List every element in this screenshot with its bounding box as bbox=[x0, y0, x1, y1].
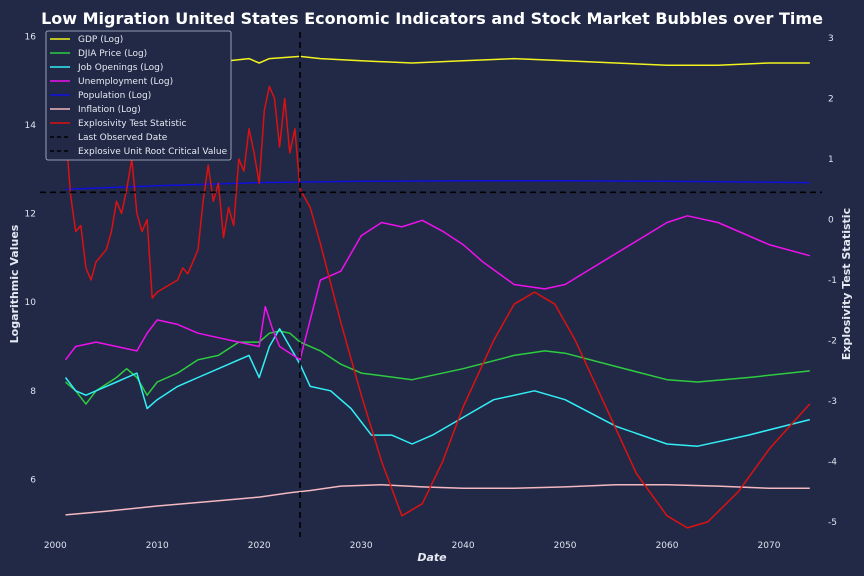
series-line-explosivity-test-statistic bbox=[64, 85, 811, 529]
legend-label: Job Openings (Log) bbox=[77, 63, 163, 73]
right-y-axis-ticks: -5 -4 -3 -2 -1 0 1 2 3 bbox=[828, 34, 837, 528]
series-line-djia-price-log bbox=[65, 330, 810, 405]
right-y-tick-label: -3 bbox=[828, 397, 837, 407]
chart-title: Low Migration United States Economic Ind… bbox=[41, 9, 823, 28]
left-y-axis-label: Logarithmic Values bbox=[8, 224, 21, 343]
x-tick-label: 2030 bbox=[350, 541, 373, 551]
right-y-tick-label: -4 bbox=[828, 457, 837, 467]
x-tick-label: 2060 bbox=[656, 541, 679, 551]
legend-label: Population (Log) bbox=[78, 91, 151, 101]
left-y-tick-label: 14 bbox=[25, 121, 37, 131]
right-y-tick-label: 1 bbox=[828, 155, 834, 165]
series-line-job-openings-log bbox=[64, 328, 810, 447]
x-tick-label: 2010 bbox=[146, 541, 169, 551]
left-y-axis-ticks: 6 8 10 12 14 16 bbox=[25, 32, 37, 485]
left-y-tick-label: 6 bbox=[30, 475, 36, 485]
legend-label: GDP (Log) bbox=[78, 35, 123, 45]
x-tick-label: 2040 bbox=[452, 541, 475, 551]
right-y-axis-label: Explosivity Test Statistic bbox=[840, 208, 853, 360]
legend: GDP (Log) DJIA Price (Log) Job Openings (L… bbox=[45, 30, 232, 161]
legend-label: Last Observed Date bbox=[78, 133, 168, 143]
left-y-tick-label: 10 bbox=[25, 298, 37, 308]
right-y-tick-label: 3 bbox=[828, 34, 834, 44]
series-line-inflation-log bbox=[65, 483, 810, 516]
legend-label: Explosivity Test Statistic bbox=[78, 119, 187, 129]
legend-label: Unemployment (Log) bbox=[78, 77, 173, 87]
series-line-population-log bbox=[65, 180, 810, 191]
legend-label: Inflation (Log) bbox=[78, 105, 141, 115]
x-axis-label: Date bbox=[417, 551, 447, 564]
right-y-tick-label: -1 bbox=[828, 276, 837, 286]
legend-label: DJIA Price (Log) bbox=[78, 49, 147, 59]
right-y-tick-label: 2 bbox=[828, 95, 834, 105]
legend-box bbox=[45, 30, 232, 161]
series-line-unemployment-log bbox=[64, 215, 810, 361]
x-tick-label: 2050 bbox=[554, 541, 577, 551]
series-layer bbox=[64, 55, 811, 529]
left-y-tick-label: 16 bbox=[25, 32, 37, 42]
reference-lines bbox=[40, 32, 822, 537]
x-axis-ticks: 2000 2010 2020 2030 2040 2050 2060 2070 bbox=[44, 541, 781, 551]
left-y-tick-label: 8 bbox=[30, 387, 36, 397]
right-y-tick-label: -5 bbox=[828, 518, 837, 528]
right-y-tick-label: -2 bbox=[828, 336, 837, 346]
legend-label: Explosive Unit Root Critical Value bbox=[78, 147, 228, 157]
right-y-tick-label: 0 bbox=[828, 215, 834, 225]
x-tick-label: 2070 bbox=[758, 541, 781, 551]
x-tick-label: 2020 bbox=[248, 541, 271, 551]
x-tick-label: 2000 bbox=[44, 541, 67, 551]
left-y-tick-label: 12 bbox=[25, 210, 36, 220]
